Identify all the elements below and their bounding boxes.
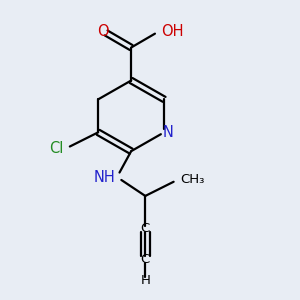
- Text: Cl: Cl: [49, 141, 63, 156]
- Text: N: N: [162, 125, 173, 140]
- Text: C: C: [141, 253, 150, 266]
- Text: CH₃: CH₃: [180, 173, 205, 186]
- Text: C: C: [141, 222, 150, 236]
- Text: O: O: [97, 23, 109, 38]
- Text: OH: OH: [161, 23, 184, 38]
- Text: H: H: [140, 274, 150, 287]
- Text: NH: NH: [93, 169, 115, 184]
